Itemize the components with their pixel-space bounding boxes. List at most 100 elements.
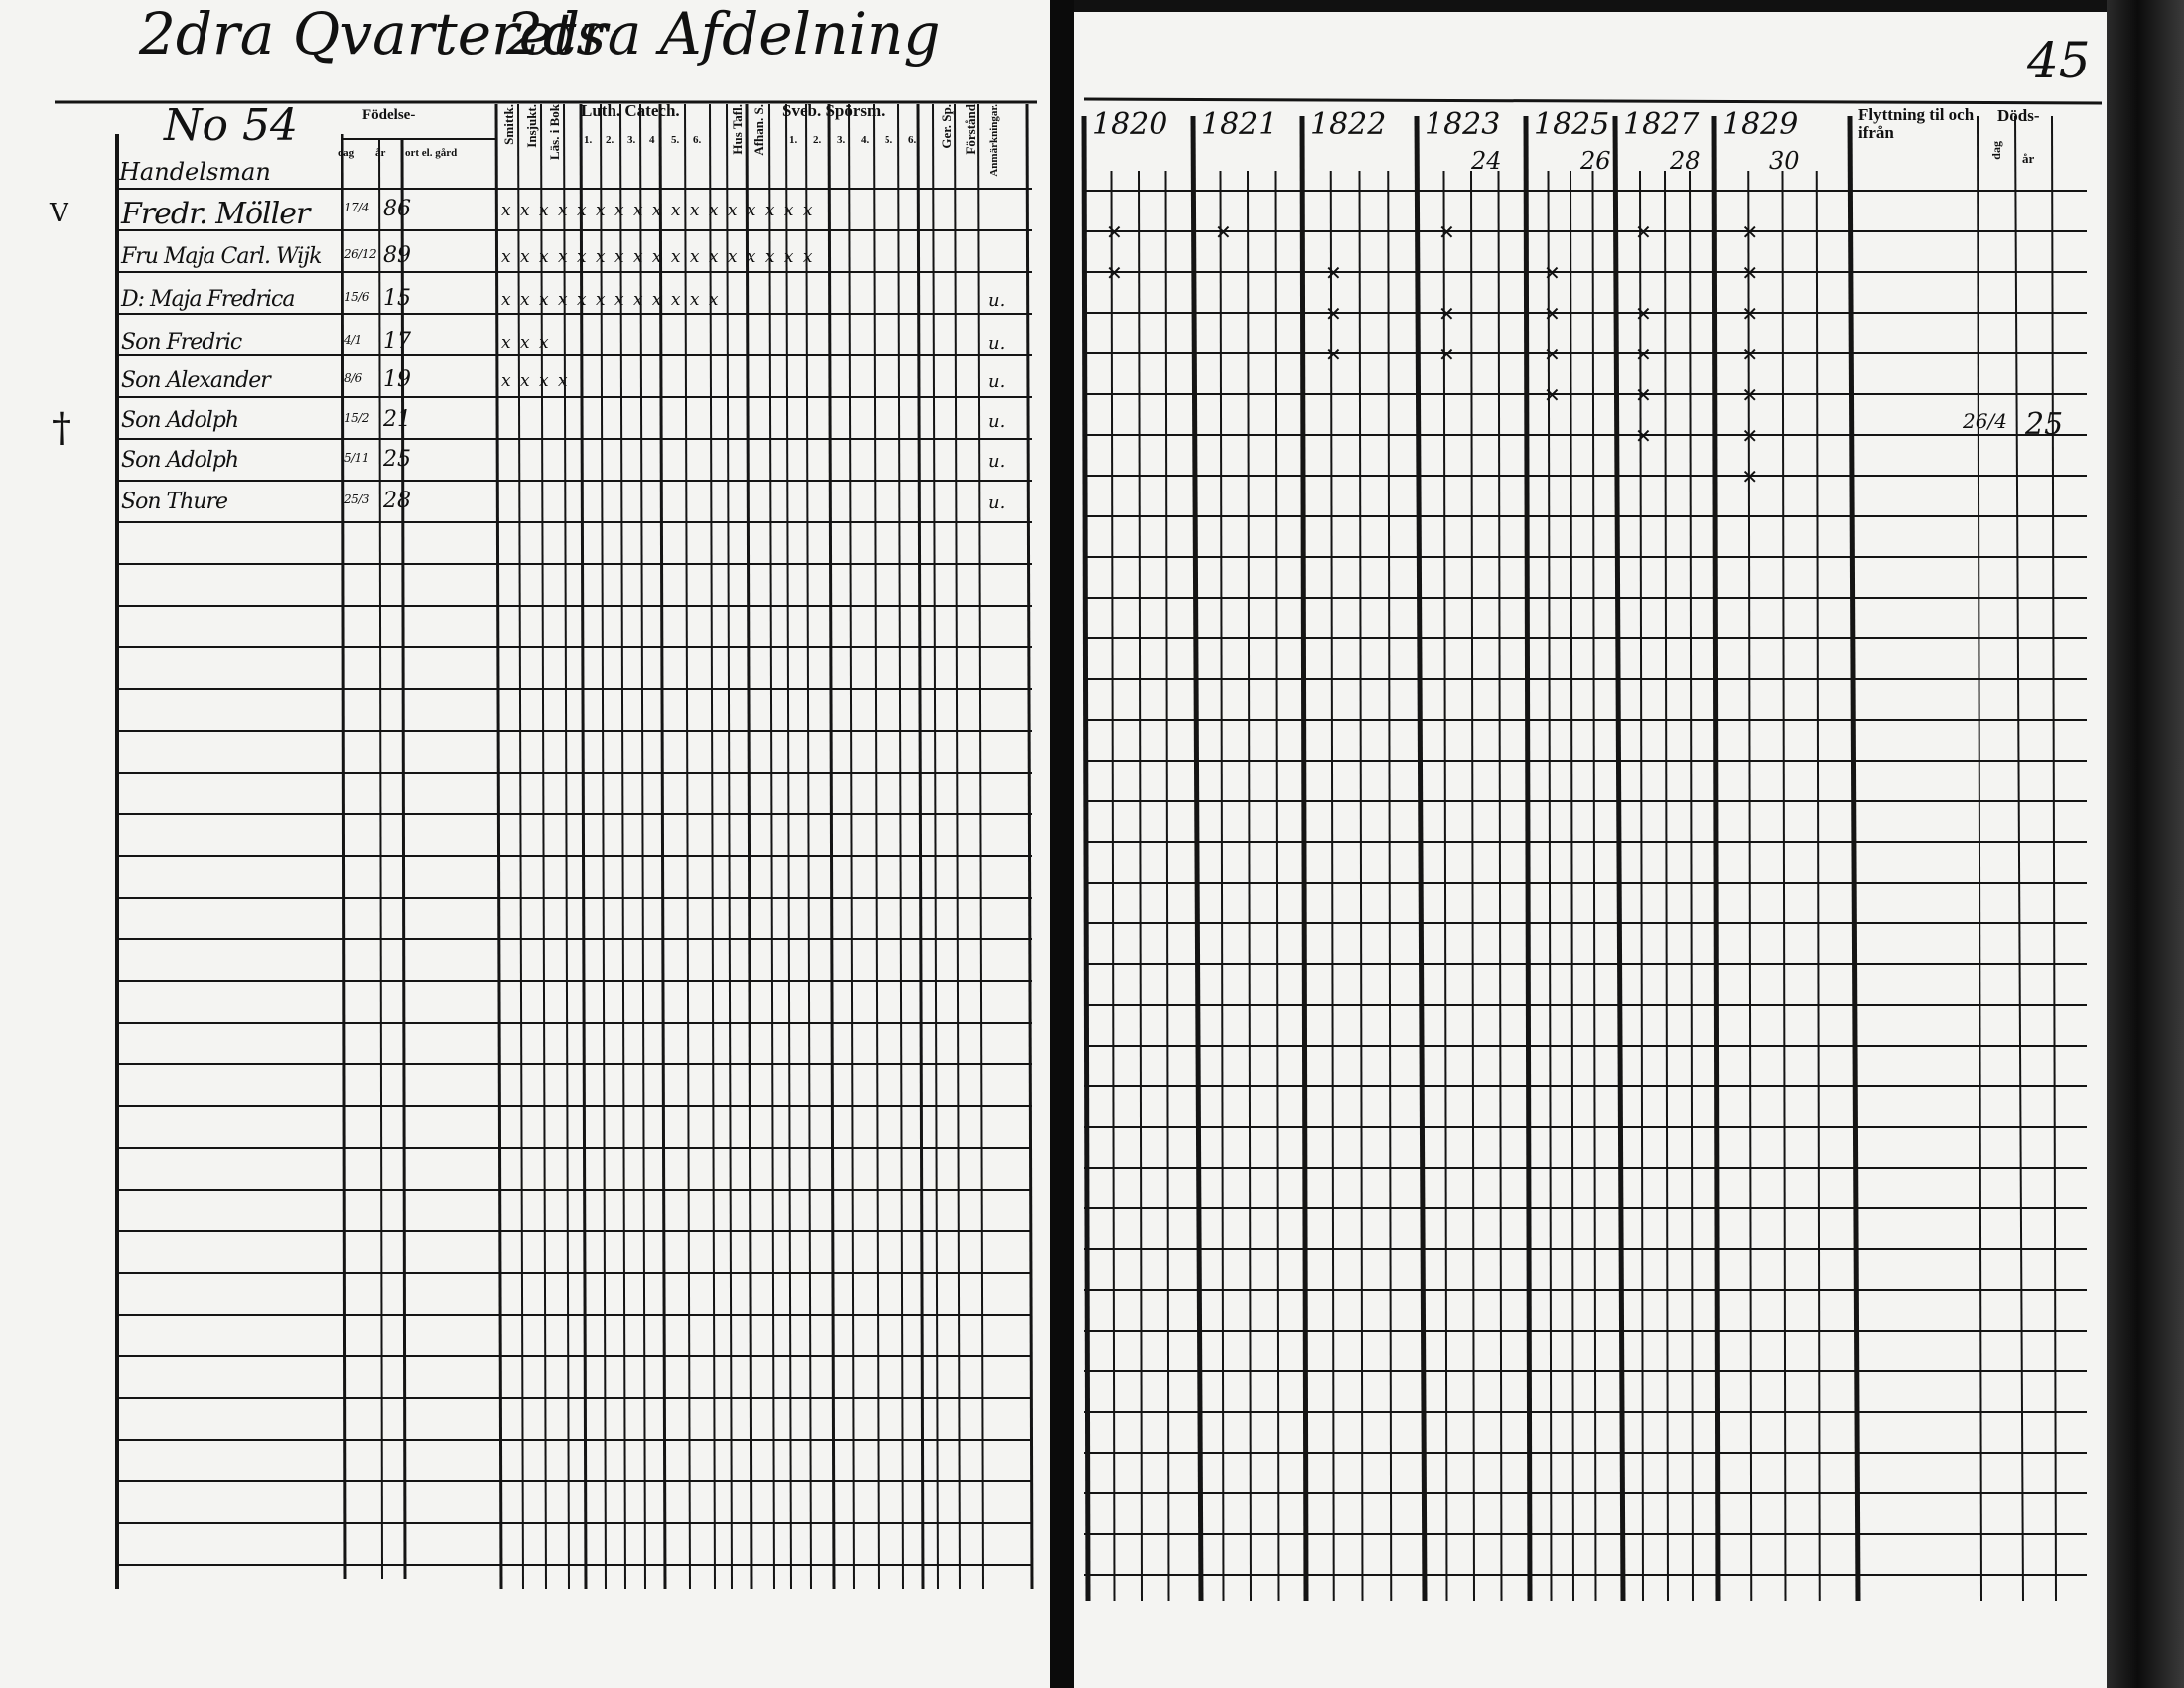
- header-birth: Födelse-: [362, 107, 416, 123]
- left-column-line: [540, 103, 547, 1590]
- person-name: Son Adolph: [121, 448, 239, 473]
- left-ruled-grid: [55, 100, 1037, 1590]
- person-remark: u.: [988, 333, 1006, 353]
- quarter-column-line: [1547, 170, 1553, 1602]
- person-name: D: Maja Fredrica: [121, 287, 295, 312]
- right-ledger-page: 45 1820 1821 1822 1823 24 1825 26 1827 28 1829 30 …: [1074, 12, 2107, 1688]
- person-exam-marks: x x x x x x x x x x x x x x x x x: [501, 201, 815, 220]
- attendance-mark: ✕: [1635, 302, 1652, 326]
- death-day-entry: 26/4: [1963, 409, 2007, 433]
- left-column-line: [768, 103, 775, 1590]
- year-column-border: [1711, 115, 1721, 1602]
- person-birth-year: 15: [383, 286, 411, 311]
- attendance-mark: ✕: [1438, 220, 1455, 244]
- quarter-column-line: [1110, 170, 1116, 1602]
- quarter-column-line: [1358, 170, 1364, 1602]
- attendance-mark: ✕: [1741, 383, 1759, 407]
- header-col-c: Läs. i Bok: [547, 104, 562, 160]
- header-hustafla: Hus Tafl.: [730, 104, 745, 155]
- person-birth-year: 89: [383, 243, 411, 268]
- year-column-border: [1190, 115, 1204, 1602]
- book-binding: [2107, 0, 2184, 1688]
- catechism-part-header: 4: [649, 134, 655, 146]
- quarter-column-line: [1470, 170, 1475, 1602]
- catechism-part-header: 2.: [606, 134, 614, 146]
- attendance-mark: ✕: [1544, 343, 1561, 366]
- person-name: Son Thure: [121, 490, 228, 514]
- left-column-line: [619, 103, 626, 1590]
- quarter-column-line: [1815, 170, 1821, 1602]
- person-remark: u.: [988, 492, 1006, 513]
- attendance-mark: ✕: [1741, 343, 1759, 366]
- left-column-line: [709, 103, 716, 1590]
- catechism-part-header: 6.: [693, 134, 702, 146]
- quarter-column-line: [1442, 170, 1448, 1602]
- attendance-mark: ✕: [1544, 302, 1561, 326]
- left-column-line: [517, 103, 524, 1590]
- year-column-border: [2051, 115, 2057, 1602]
- year-header: 1820: [1092, 107, 1168, 142]
- person-birth-day: 25/3: [344, 492, 369, 506]
- quarter-column-line: [1639, 170, 1644, 1602]
- left-column-line: [684, 103, 691, 1590]
- year-header: 1822: [1310, 107, 1387, 142]
- header-catechism: Luth. Catech.: [581, 101, 680, 120]
- person-exam-marks: x x x x x x x x x x x x x x x x x: [501, 247, 815, 267]
- catechism-part-header: 3.: [627, 134, 636, 146]
- left-column-line: [873, 103, 880, 1590]
- left-column-line: [827, 103, 836, 1590]
- attendance-mark: ✕: [1325, 343, 1342, 366]
- person-name: Son Adolph: [121, 408, 239, 433]
- quarter-column-line: [1247, 170, 1252, 1602]
- question-part-header: 4.: [861, 134, 870, 146]
- header-moving: Flyttning til och ifrån: [1858, 105, 1975, 142]
- quarter-column-line: [1747, 170, 1753, 1602]
- header-rule: [1083, 97, 2103, 105]
- attendance-mark: ✕: [1215, 220, 1232, 244]
- person-remark: u.: [988, 290, 1006, 311]
- person-name: Son Alexander: [121, 368, 271, 393]
- left-column-line: [977, 103, 984, 1590]
- attendance-mark: ✕: [1635, 383, 1652, 407]
- attendance-mark: ✕: [1325, 261, 1342, 285]
- question-part-header: 5.: [885, 134, 893, 146]
- header-remarks: Anmärkningar.: [988, 104, 1000, 177]
- attendance-mark: ✕: [1438, 343, 1455, 366]
- year-header: 1821: [1201, 107, 1278, 142]
- margin-death-cross: †: [52, 405, 71, 451]
- quarter-column-line: [1274, 170, 1280, 1602]
- left-column-line: [639, 103, 646, 1590]
- year-header: 1823: [1425, 107, 1501, 142]
- quarter-column-line: [1138, 170, 1143, 1602]
- person-birth-year: 21: [383, 407, 411, 432]
- quarter-column-line: [1591, 170, 1597, 1602]
- year-column-border: [1977, 115, 1982, 1602]
- person-name: Fredr. Möller: [121, 197, 310, 231]
- person-birth-year: 25: [383, 447, 411, 472]
- margin-check-mark: V: [50, 199, 68, 228]
- left-column-line: [563, 103, 570, 1590]
- title-quarter: 2dra Qvarterets: [139, 0, 607, 68]
- person-birth-year: 86: [383, 197, 411, 221]
- attendance-mark: ✕: [1741, 302, 1759, 326]
- person-birth-year: 17: [383, 329, 411, 353]
- year-header: 1827: [1623, 107, 1700, 142]
- person-birth-day: 15/2: [344, 411, 369, 425]
- attendance-mark: ✕: [1741, 220, 1759, 244]
- left-column-line: [726, 103, 733, 1590]
- left-column-line: [932, 103, 939, 1590]
- person-exam-marks: x x x x x x x x x x x x: [501, 290, 721, 310]
- question-part-header: 1.: [789, 134, 798, 146]
- left-column-line: [579, 103, 588, 1590]
- left-column-line: [658, 103, 667, 1590]
- question-part-header: 2.: [813, 134, 822, 146]
- year-column-border: [1523, 115, 1533, 1602]
- attendance-mark: ✕: [1438, 302, 1455, 326]
- year-column-border: [1414, 115, 1428, 1602]
- catechism-part-header: 1.: [584, 134, 593, 146]
- year-sub-header: 26: [1580, 147, 1611, 175]
- header-forstand: Förstånd: [963, 104, 978, 155]
- year-column-border: [1847, 115, 1861, 1602]
- left-column-line: [897, 103, 904, 1590]
- question-part-header: 3.: [837, 134, 846, 146]
